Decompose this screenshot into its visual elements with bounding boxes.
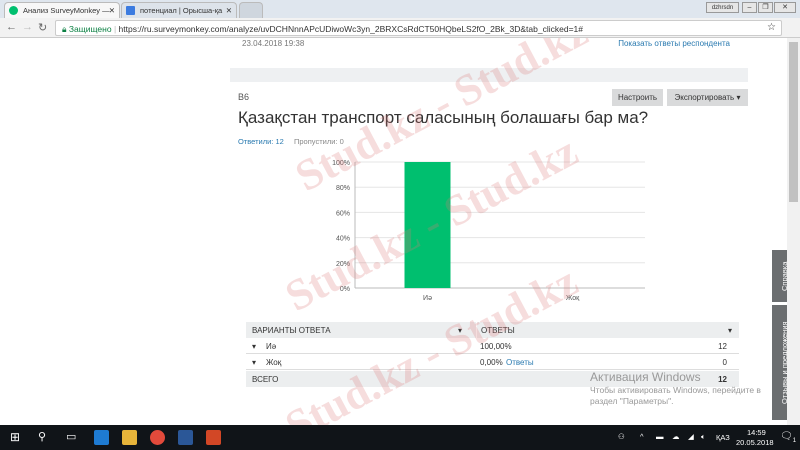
notifications-icon[interactable]: 🗨︎1 xyxy=(780,431,797,444)
task-view-icon[interactable]: ▭ xyxy=(66,431,77,443)
windows-start-icon[interactable]: ⊞ xyxy=(10,430,21,444)
table-row: ▾ Иә 100,00% 12 xyxy=(246,338,739,354)
skipped-count: Пропустили: 0 xyxy=(294,137,344,146)
edge-icon[interactable] xyxy=(94,430,109,445)
people-icon[interactable]: ⚇ xyxy=(618,432,625,441)
option-label: Жоқ xyxy=(266,358,282,367)
close-window-button[interactable]: ✕ xyxy=(774,2,796,13)
secure-label: Защищено xyxy=(68,24,112,34)
sort-options-icon[interactable]: ▾ xyxy=(458,326,463,335)
scrollbar[interactable] xyxy=(787,38,800,425)
close-tab-icon[interactable]: ✕ xyxy=(225,6,232,15)
option-percent: 100,00% xyxy=(480,342,512,351)
option-count: 12 xyxy=(718,342,727,351)
y-tick-label: 0% xyxy=(340,286,350,293)
powerpoint-icon[interactable] xyxy=(206,430,221,445)
search-icon[interactable]: ⚲ xyxy=(38,431,47,443)
response-date: 23.04.2018 19:38 xyxy=(242,39,305,48)
y-tick-label: 80% xyxy=(336,185,350,192)
forward-icon[interactable]: → xyxy=(22,21,33,33)
table-row: ▾ Жоқ Ответы 0,00% 0 xyxy=(246,354,739,370)
option-percent: 0,00% xyxy=(480,358,503,367)
translate-icon xyxy=(126,6,135,15)
previous-response-card: 23.04.2018 19:38 Показать ответы респонд… xyxy=(230,38,748,68)
activation-title: Активация Windows xyxy=(590,370,701,384)
question-number: В6 xyxy=(238,92,250,102)
y-tick-label: 20% xyxy=(336,261,350,268)
option-label: Иә xyxy=(266,342,277,351)
tab-surveymonkey[interactable]: Анализ SurveyMonkey — ✕ xyxy=(4,2,120,18)
card-separator xyxy=(230,68,748,82)
y-tick-label: 40% xyxy=(336,236,350,243)
scrollbar-thumb[interactable] xyxy=(789,42,798,202)
customize-button[interactable]: Настроить xyxy=(612,89,663,106)
language-indicator[interactable]: ҚАЗ xyxy=(716,433,730,442)
surveymonkey-icon xyxy=(9,6,18,15)
bar xyxy=(404,162,451,288)
export-label: Экспортировать xyxy=(674,93,735,102)
file-explorer-icon[interactable] xyxy=(122,430,137,445)
onedrive-icon[interactable]: ☁ xyxy=(672,432,680,441)
question-title: Қазақстан транспорт саласының болашағы б… xyxy=(238,108,649,127)
url-text: https://ru.surveymonkey.com/analyze/uvDC… xyxy=(118,24,583,34)
bar-chart: 0% 20% 40% 60% 80% 100% Иә Жоқ xyxy=(332,160,645,301)
new-tab-button[interactable] xyxy=(239,2,263,18)
y-tick-label: 60% xyxy=(336,210,350,217)
url-input[interactable]: 🔒︎ Защищено | https://ru.surveymonkey.co… xyxy=(55,20,782,36)
battery-icon[interactable]: ▬ xyxy=(656,432,664,441)
answered-count: Ответили: 12 xyxy=(238,137,284,146)
export-button[interactable]: Экспортировать ▾ xyxy=(667,89,748,106)
total-row: ВСЕГО 12 xyxy=(246,371,739,387)
notification-count: 1 xyxy=(792,438,797,444)
tab-label: потенциал | Орысша-қа xyxy=(140,6,223,15)
address-bar-row: ← → ↻ 🔒︎ Защищено | https://ru.surveymon… xyxy=(0,18,800,38)
expand-icon[interactable]: ▾ xyxy=(252,358,257,367)
chrome-icon[interactable] xyxy=(150,430,165,445)
browser-tab-bar: Анализ SurveyMonkey — ✕ потенциал | Орыс… xyxy=(0,0,800,18)
bookmark-star-icon[interactable]: ☆ xyxy=(767,22,776,33)
back-icon[interactable]: ← xyxy=(6,21,17,33)
user-badge[interactable]: dzhrsdn xyxy=(706,2,739,13)
tray-expand-icon[interactable]: ^ xyxy=(640,432,644,441)
activation-line2: раздел "Параметры". xyxy=(590,396,674,406)
expand-icon[interactable]: ▾ xyxy=(252,342,257,351)
header-options: ВАРИАНТЫ ОТВЕТА xyxy=(252,326,331,335)
answers-link[interactable]: Ответы xyxy=(506,358,534,367)
clock-time[interactable]: 14:59 xyxy=(747,428,766,437)
tab-label: Анализ SurveyMonkey — xyxy=(23,6,110,15)
table-header: ВАРИАНТЫ ОТВЕТА ▾ ОТВЕТЫ ▾ xyxy=(246,322,739,338)
taskbar: ⊞ ⚲ ▭ ⚇ ^ ▬ ☁ ◢ 🔈︎ ҚАЗ 14:59 20.05.2018 … xyxy=(0,425,800,450)
activation-line1: Чтобы активировать Windows, перейдите в xyxy=(590,385,761,395)
total-count: 12 xyxy=(718,375,727,384)
minimize-button[interactable]: – xyxy=(742,2,757,13)
volume-icon[interactable]: 🔈︎ xyxy=(701,432,706,441)
close-tab-icon[interactable]: ✕ xyxy=(108,6,115,15)
sort-answers-icon[interactable]: ▾ xyxy=(728,326,733,335)
tab-translate[interactable]: потенциал | Орысша-қа ✕ xyxy=(121,2,237,18)
total-label: ВСЕГО xyxy=(252,375,279,384)
maximize-button[interactable]: ❐ xyxy=(758,2,773,13)
word-icon[interactable] xyxy=(178,430,193,445)
x-tick-label: Иә xyxy=(423,295,432,301)
header-answers: ОТВЕТЫ xyxy=(476,322,515,338)
page-content: 23.04.2018 19:38 Показать ответы респонд… xyxy=(0,38,800,425)
show-respondent-answers-link[interactable]: Показать ответы респондента xyxy=(618,39,730,48)
lock-icon: 🔒︎ xyxy=(62,24,67,34)
wifi-icon[interactable]: ◢ xyxy=(688,432,694,441)
clock-date[interactable]: 20.05.2018 xyxy=(736,438,774,447)
option-count: 0 xyxy=(722,358,727,367)
y-tick-label: 100% xyxy=(332,160,350,167)
reload-icon[interactable]: ↻ xyxy=(38,22,48,34)
x-tick-label: Жоқ xyxy=(566,295,580,301)
